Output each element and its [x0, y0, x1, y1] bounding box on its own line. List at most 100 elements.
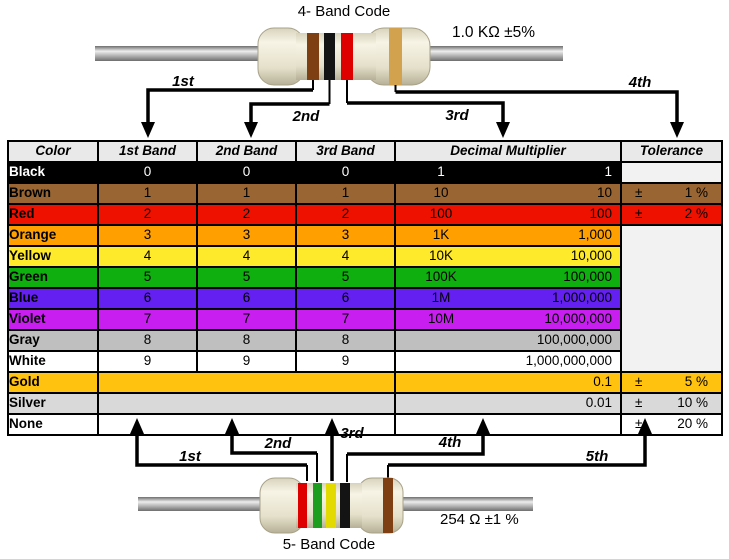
tolerance-value: 1 %: [684, 185, 708, 201]
band-5-brown: [383, 478, 393, 533]
band2-digit: 8: [196, 329, 297, 352]
four-band-resistor-art: 1st 2nd 3rd 4th: [95, 27, 684, 138]
band1-digit: 1: [97, 182, 198, 205]
arrow-label-3rd-bottom: 3rd: [340, 425, 364, 442]
band-2-black: [324, 33, 335, 80]
color-name: Blue: [7, 287, 99, 310]
multiplier-cell: 1M 1,000,000: [394, 287, 622, 310]
band-connector-lines: [306, 453, 389, 482]
multiplier-cell: 100 100: [394, 203, 622, 226]
color-name: Silver: [7, 392, 99, 415]
multiplier-abbr: 10K: [428, 248, 454, 264]
multiplier-cell: 10K 10,000: [394, 245, 622, 268]
five-band-resistor-art: 1st 2nd 3rd 4th 5th: [130, 418, 652, 534]
multiplier-abbr: 1K: [432, 227, 450, 243]
arrow-label-4th-bottom: 4th: [438, 434, 462, 451]
arrow-label-4th-top: 4th: [628, 74, 652, 91]
color-name: Green: [7, 266, 99, 289]
table-row-violet: Violet 7 7 7 10M 10,000,000: [7, 308, 722, 331]
multiplier-value: 0.1: [593, 374, 612, 390]
band3-digit: 5: [295, 266, 396, 289]
band2-digit: 9: [196, 350, 297, 373]
table-row-blue: Blue 6 6 6 1M 1,000,000: [7, 287, 722, 310]
color-name: Gray: [7, 329, 99, 352]
plus-minus-sign: ±: [635, 374, 643, 390]
multiplier-abbr: 1: [437, 164, 445, 180]
arrow-label-1st-top: 1st: [172, 73, 195, 90]
band2-digit: 1: [196, 182, 297, 205]
header-3rd-band: 3rd Band: [295, 140, 396, 163]
table-row-white: White 9 9 9 1,000,000,000: [7, 350, 722, 373]
band1-digit: 0: [97, 161, 198, 184]
plus-minus-sign: ±: [635, 206, 643, 222]
header-color: Color: [7, 140, 99, 163]
multiplier-abbr: 100: [429, 206, 453, 222]
multiplier-cell: 10 10: [394, 182, 622, 205]
band-1-brown: [307, 33, 319, 80]
multiplier-value: 1: [604, 164, 612, 180]
band3-digit: 7: [295, 308, 396, 331]
multiplier-cell: 1,000,000,000: [394, 350, 622, 373]
table-row-gold: Gold 0.1 ±5 %: [7, 371, 723, 394]
multiplier-cell: 0.1: [394, 371, 622, 394]
multiplier-cell: 100,000,000: [394, 329, 622, 352]
plus-minus-sign: ±: [635, 395, 643, 411]
tolerance-cell: ±10 %: [620, 392, 723, 415]
color-name: None: [7, 413, 99, 436]
table-row-yellow: Yellow 4 4 4 10K 10,000: [7, 245, 722, 268]
multiplier-cell: 100K 100,000: [394, 266, 622, 289]
tolerance-merged-empty-cell: [620, 224, 723, 373]
band3-digit: 8: [295, 329, 396, 352]
band1-digit: 9: [97, 350, 198, 373]
multiplier-value: 100,000: [563, 269, 612, 285]
band3-digit: 1: [295, 182, 396, 205]
header-tolerance: Tolerance: [620, 140, 723, 163]
table-row-green: Green 5 5 5 100K 100,000: [7, 266, 722, 289]
tolerance-value: 10 %: [677, 395, 708, 411]
bands-merged-cell: [97, 371, 396, 394]
multiplier-cell: 1K 1,000: [394, 224, 622, 247]
band1-digit: 6: [97, 287, 198, 310]
five-band-title: 5- Band Code: [282, 536, 376, 553]
multiplier-value: 10: [596, 185, 612, 201]
table-row-silver: Silver 0.01 ±10 %: [7, 392, 723, 415]
table-row-none: None ±20 %: [7, 413, 723, 436]
color-name: Orange: [7, 224, 99, 247]
band3-digit: 9: [295, 350, 396, 373]
bands-merged-cell: [97, 392, 396, 415]
tolerance-empty-cell: [620, 161, 723, 184]
multiplier-value: 100,000,000: [536, 332, 612, 348]
header-decimal-multiplier: Decimal Multiplier: [394, 140, 622, 163]
arrow-label-1st-bottom: 1st: [179, 448, 202, 465]
tolerance-value: 5 %: [684, 374, 708, 390]
band1-digit: 3: [97, 224, 198, 247]
five-band-value-label: 254 Ω ±1 %: [440, 511, 519, 528]
header-1st-band: 1st Band: [97, 140, 198, 163]
arrow-label-2nd-bottom: 2nd: [264, 435, 293, 452]
table-row-gray: Gray 8 8 8 100,000,000: [7, 329, 722, 352]
band2-digit: 7: [196, 308, 297, 331]
color-name: Red: [7, 203, 99, 226]
band-3-red: [341, 33, 353, 80]
plus-minus-sign: ±: [635, 416, 643, 432]
arrow-label-5th-bottom: 5th: [586, 448, 609, 465]
color-name: Yellow: [7, 245, 99, 268]
multiplier-cell: [394, 413, 622, 436]
table-row-brown: Brown 1 1 1 10 10 ±1 %: [7, 182, 723, 205]
multiplier-cell: 10M 10,000,000: [394, 308, 622, 331]
resistor-body-right-cap: [357, 477, 404, 534]
tolerance-cell: ±5 %: [620, 371, 723, 394]
band1-digit: 2: [97, 203, 198, 226]
table-row-red: Red 2 2 2 100 100 ±2 %: [7, 203, 723, 226]
band-2-green: [313, 483, 322, 528]
multiplier-value: 1,000: [578, 227, 612, 243]
arrow-heads: [130, 418, 652, 434]
arrow-label-2nd-top: 2nd: [292, 108, 321, 125]
arrow-heads: [141, 122, 684, 138]
band3-digit: 4: [295, 245, 396, 268]
band1-digit: 5: [97, 266, 198, 289]
band2-digit: 6: [196, 287, 297, 310]
